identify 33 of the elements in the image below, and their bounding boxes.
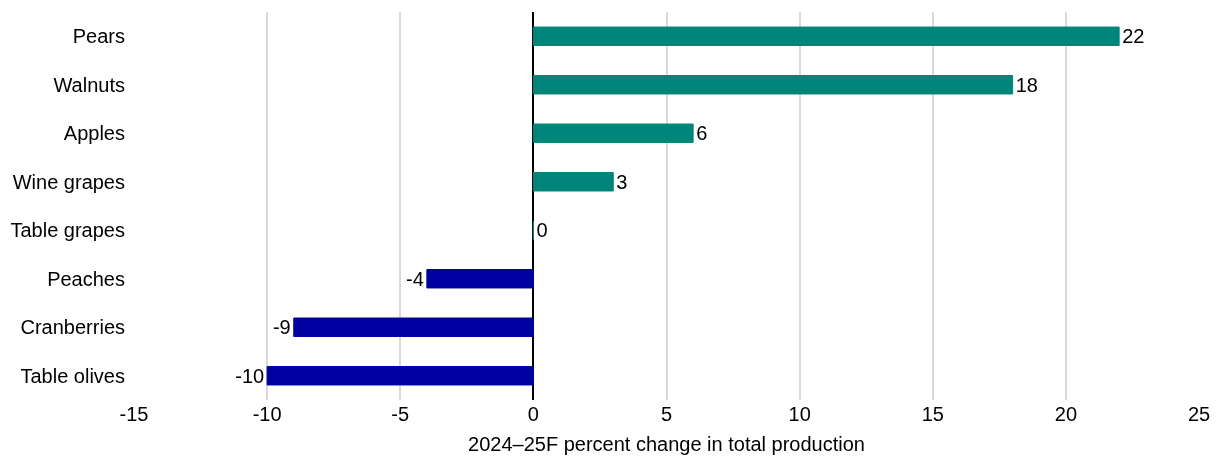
x-tick-label: -10 bbox=[252, 403, 282, 425]
data-label: 3 bbox=[616, 170, 628, 193]
y-tick-label: Table grapes bbox=[10, 219, 125, 242]
bar bbox=[293, 317, 534, 337]
y-tick-label: Pears bbox=[72, 25, 125, 48]
x-tick-label: -15 bbox=[119, 403, 149, 425]
x-tick-label: 10 bbox=[788, 403, 811, 425]
y-tick-label: Peaches bbox=[47, 267, 125, 290]
x-tick-label: 20 bbox=[1054, 403, 1078, 425]
bar bbox=[532, 123, 694, 143]
y-tick-label: Wine grapes bbox=[12, 170, 125, 193]
data-label: 0 bbox=[536, 219, 548, 242]
data-label: 22 bbox=[1122, 25, 1145, 48]
y-tick-label: Walnuts bbox=[53, 73, 125, 96]
x-axis-title: 2024–25F percent change in total production bbox=[468, 432, 865, 455]
x-tick-label: 15 bbox=[921, 403, 944, 425]
y-tick-label: Cranberries bbox=[20, 316, 125, 339]
bar bbox=[426, 269, 534, 289]
x-tick-label: 25 bbox=[1187, 403, 1211, 425]
x-tick-label: 0 bbox=[527, 403, 539, 425]
data-label: -4 bbox=[406, 267, 424, 290]
data-label: -10 bbox=[235, 364, 265, 387]
y-tick-label: Apples bbox=[63, 122, 125, 145]
data-label: -9 bbox=[272, 316, 291, 339]
x-tick-label: -5 bbox=[391, 403, 410, 425]
bar bbox=[532, 75, 1014, 95]
x-tick-label: 5 bbox=[660, 403, 673, 425]
bar bbox=[532, 172, 614, 192]
data-label: 18 bbox=[1015, 73, 1038, 96]
bar bbox=[266, 366, 534, 386]
bar bbox=[532, 26, 1120, 46]
data-label: 6 bbox=[696, 122, 708, 145]
y-tick-label: Table olives bbox=[20, 364, 125, 387]
